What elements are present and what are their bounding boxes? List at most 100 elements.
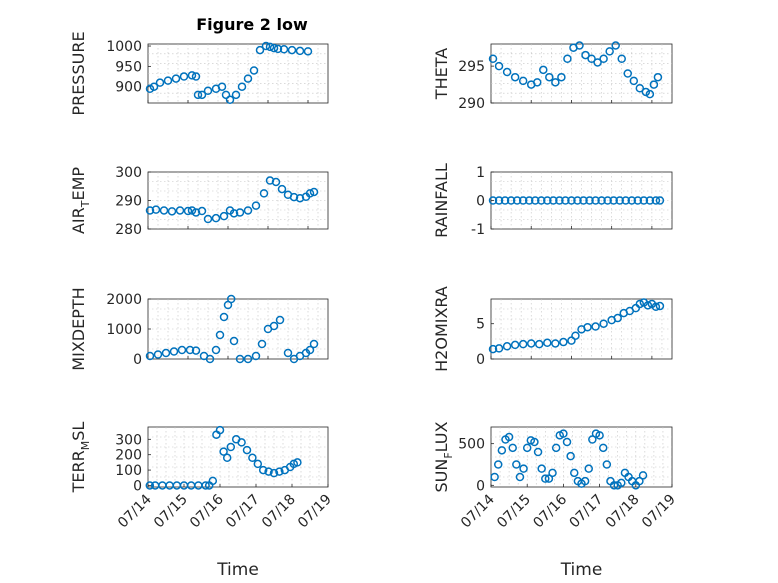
- sun_flux-xtick-label: 07/14: [458, 491, 498, 531]
- theta-point: [563, 54, 572, 63]
- airtemp-point: [145, 206, 155, 215]
- theta-ytick-label: 295: [458, 59, 485, 75]
- theta-ytick-label: 290: [458, 96, 485, 112]
- h2omixra-point: [518, 339, 528, 349]
- rainfall-point: [524, 196, 534, 205]
- terr_msl-point: [215, 425, 225, 435]
- theta-point: [635, 84, 645, 93]
- terr_msl-xtick-label: 07/19: [295, 492, 335, 532]
- figure-title: Figure 2 low: [196, 15, 308, 34]
- terr_msl-point: [226, 442, 236, 452]
- mixdepth-ytick-label: 0: [133, 352, 142, 368]
- airtemp-ytick-label: 280: [115, 222, 142, 238]
- theta-point: [605, 47, 614, 56]
- sun_flux-point: [490, 472, 499, 482]
- axes-h2omixra: 0 5 H2OMIXRA: [432, 286, 673, 372]
- pressure-point: [243, 74, 253, 83]
- pressure-point: [279, 45, 289, 54]
- rainfall-point: [549, 196, 558, 205]
- rainfall-point: [627, 196, 637, 205]
- airtemp-point: [235, 208, 245, 217]
- mixdepth-point: [305, 345, 315, 355]
- airtemp-ylabel-main: AIR: [69, 207, 88, 234]
- h2omixra-point: [559, 337, 568, 347]
- terr_msl-point: [219, 447, 228, 456]
- sun_flux-point: [497, 446, 507, 455]
- rainfall-ytick-label: 0: [476, 194, 485, 210]
- h2omixra-point: [599, 319, 608, 328]
- sun_flux-ylabel-tail: LUX: [432, 421, 451, 452]
- sun_flux-point: [530, 437, 539, 447]
- sun_flux-point: [562, 437, 572, 447]
- terr_msl-point: [242, 445, 252, 455]
- h2omixra-ylabel-main: H2OMIXRA: [432, 286, 451, 372]
- rainfall-point: [561, 196, 570, 205]
- sun_flux-point: [548, 468, 557, 478]
- pressure-point: [255, 45, 265, 55]
- rainfall-point: [633, 196, 643, 205]
- sun_flux-ytick-label: 500: [458, 437, 485, 453]
- rainfall-point: [500, 196, 510, 205]
- pressure-point: [217, 82, 227, 91]
- rainfall-point: [655, 196, 665, 205]
- h2omixra-point: [651, 302, 661, 312]
- sun_flux-xtick-label: 07/17: [567, 492, 607, 532]
- mixdepth-point: [275, 315, 285, 325]
- rainfall-point: [488, 196, 498, 205]
- terr_msl-ytick-label: 300: [115, 432, 142, 448]
- sun_flux-point: [515, 472, 525, 482]
- terr_msl-xtick-label: 07/17: [223, 492, 263, 532]
- sun_flux-point: [580, 476, 590, 486]
- pressure-ytick-label: 900: [115, 80, 142, 96]
- sun_flux-plot-area: [490, 426, 673, 488]
- rainfall-point: [530, 196, 540, 205]
- sun_flux-point: [559, 429, 568, 438]
- terr_msl-xtick-label: 07/16: [187, 491, 227, 531]
- airtemp-point: [219, 211, 229, 221]
- airtemp-point: [277, 184, 287, 194]
- terr_msl-xtick-label: 07/15: [151, 492, 191, 532]
- terr_msl-ylabel-sub: M: [79, 441, 92, 451]
- rainfall-point: [512, 196, 522, 205]
- h2omixra-point: [613, 313, 622, 323]
- theta-point: [599, 54, 608, 63]
- pressure-ytick-label: 1000: [106, 39, 142, 55]
- rainfall-point: [506, 196, 516, 205]
- mixdepth-point: [205, 354, 215, 364]
- terr_msl-point: [269, 468, 279, 478]
- mixdepth-ylabel-main: MIXDEPTH: [69, 287, 88, 370]
- theta-point: [593, 58, 602, 67]
- h2omixra-point: [502, 342, 512, 351]
- theta-point: [551, 78, 560, 87]
- terr_msl-xlabel: Time: [216, 560, 259, 580]
- pressure-point: [295, 46, 305, 56]
- sun_flux-point: [617, 478, 626, 488]
- mixdepth-ytick-label: 2000: [106, 292, 142, 308]
- mixdepth-point: [211, 345, 221, 355]
- terr_msl-point: [253, 459, 263, 469]
- pressure-point: [193, 90, 203, 100]
- theta-point: [629, 76, 639, 86]
- mixdepth-point: [309, 339, 319, 349]
- theta-point: [494, 61, 504, 71]
- pressure-point: [303, 47, 313, 56]
- airtemp-point: [251, 201, 261, 210]
- theta-ylabel-main: THETA: [432, 48, 451, 100]
- rainfall-ylabel-main: RAINFALL: [432, 163, 451, 238]
- airtemp-point: [197, 206, 207, 216]
- sun_flux-point: [609, 481, 619, 490]
- terr_msl-point: [293, 458, 302, 467]
- mixdepth-point: [235, 354, 245, 364]
- theta-point: [575, 41, 584, 50]
- rainfall-ytick-label: -1: [471, 222, 485, 238]
- theta-point: [581, 50, 590, 60]
- rainfall-point: [567, 196, 576, 205]
- theta-ylabel: THETA: [432, 48, 451, 100]
- terr_msl-point: [275, 467, 284, 476]
- pressure-point: [203, 86, 213, 96]
- mixdepth-point: [161, 348, 171, 358]
- h2omixra-point: [494, 344, 504, 353]
- pressure-point: [187, 71, 197, 80]
